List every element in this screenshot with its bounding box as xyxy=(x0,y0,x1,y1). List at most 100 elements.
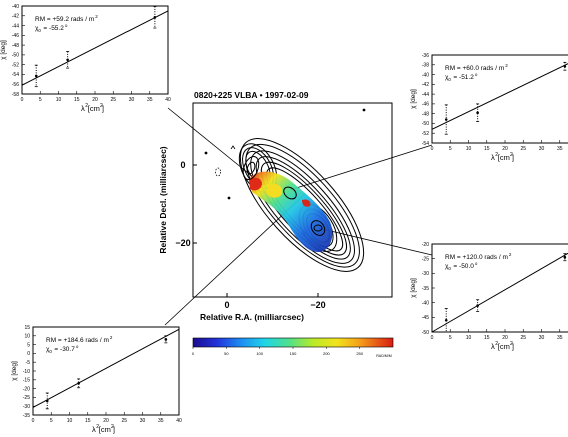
colorbar-tick-label: 0 xyxy=(192,351,195,356)
core-innermost xyxy=(246,161,256,175)
chi-zero-subscript: 0 xyxy=(49,349,52,354)
map-title: 0820+225 VLBA • 1997-02-09 xyxy=(194,90,309,100)
data-point xyxy=(34,74,38,78)
x-tick-label: 25 xyxy=(520,146,526,152)
y-tick-label: -35 xyxy=(23,413,30,419)
rm-red-edge xyxy=(302,199,311,207)
map-y-axis-label: Relative Decl. (milliarcsec) xyxy=(158,146,168,253)
y-axis-label: χ [deg] xyxy=(410,89,417,109)
rm-colour-distribution xyxy=(249,171,333,252)
chi-zero-symbol: χ xyxy=(445,263,449,270)
x-tick-label: 25 xyxy=(110,97,116,103)
contour-level-3 xyxy=(250,150,356,264)
y-tick-label: -50 xyxy=(422,330,429,336)
map-x-tick-label-0: 0 xyxy=(224,300,229,310)
chi-zero-symbol: χ xyxy=(35,25,39,32)
connector-lower-right xyxy=(317,227,433,256)
rm-value-exponent: 2 xyxy=(95,14,98,19)
x-tick-label: 20 xyxy=(92,97,98,103)
x-axis-label-unit-exponent: 2 xyxy=(510,152,513,158)
x-axis-label-unit: [cm ] xyxy=(498,342,514,351)
chi-zero-value: = -51.2 xyxy=(453,74,474,81)
x-axis-label-unit: [cm ] xyxy=(88,104,104,113)
speck-4 xyxy=(230,145,236,150)
fit-line xyxy=(21,10,169,86)
y-tick-label: -20 xyxy=(23,386,30,392)
fit-frame xyxy=(21,5,169,95)
chi-zero-degree: o xyxy=(475,261,478,266)
data-point xyxy=(476,304,479,307)
colorbar-tick-label: 100 xyxy=(256,351,263,356)
data-point xyxy=(476,111,479,114)
y-axis-label: χ [deg] xyxy=(410,278,417,298)
y-tick-label: -48 xyxy=(12,43,19,49)
x-tick-label: 35 xyxy=(557,146,563,152)
x-tick-label: 10 xyxy=(67,418,73,424)
chi-zero-value: = -55.2 xyxy=(43,25,64,32)
rm-yellow-patch xyxy=(266,183,283,198)
x-tick-label: 10 xyxy=(466,335,472,341)
rm-fit-panel-lower-right: 0510152025303540-50-45-40-35-30-25-20RM … xyxy=(410,242,568,351)
rm-fit-panel-lower-left: 0 5 10 15 20 25 30 35 40-35-30-25-20-15-10-50510… xyxy=(11,325,182,434)
x-tick-label: 30 xyxy=(539,335,545,341)
y-tick-label: -15 xyxy=(23,378,30,384)
y-tick-label: -50 xyxy=(12,53,19,59)
y-tick-label: -54 xyxy=(12,72,19,78)
x-axis-label-exponent: 2 xyxy=(495,152,498,158)
x-tick-label: 20 xyxy=(502,146,508,152)
data-point xyxy=(563,64,567,68)
y-tick-label: -25 xyxy=(23,395,30,401)
y-tick-label: -58 xyxy=(12,92,19,98)
rm-value-label: RM = +120.0 rads / m xyxy=(445,254,508,261)
rm-value-exponent: 2 xyxy=(509,252,512,257)
y-tick-label: -40 xyxy=(422,300,429,306)
x-axis-label-unit-exponent: 2 xyxy=(111,424,114,430)
y-tick-label: -46 xyxy=(12,33,19,39)
chi-zero-subscript: 0 xyxy=(448,77,451,82)
y-tick-label: -20 xyxy=(422,242,429,248)
connector-upper-right xyxy=(289,144,433,191)
y-tick-label: -45 xyxy=(422,315,429,321)
map-y-tick-label-m20: −20 xyxy=(175,238,190,248)
jet-knot-contours xyxy=(242,155,326,236)
y-tick-label: -42 xyxy=(12,14,19,20)
x-axis-label: λ xyxy=(81,104,85,113)
speck-2 xyxy=(362,108,366,112)
colorbar-tick-label: 150 xyxy=(290,351,297,356)
x-tick-label: 0 xyxy=(431,146,434,152)
map-axes xyxy=(193,164,319,297)
x-axis-label-exponent: 2 xyxy=(495,341,498,347)
map-y-tick-label-0: 0 xyxy=(180,160,185,170)
x-axis-label-unit: [cm ] xyxy=(99,425,115,434)
x-tick-label: 10 xyxy=(466,146,472,152)
rm-value-exponent: 2 xyxy=(110,335,113,340)
y-tick-label: -5 xyxy=(26,360,31,366)
chi-zero-value: = -30.7 xyxy=(54,346,75,353)
fit-frame xyxy=(32,326,180,416)
y-tick-label: -30 xyxy=(23,404,30,410)
fit-line xyxy=(431,63,568,130)
y-tick-label: 15 xyxy=(24,325,30,331)
y-tick-label: -54 xyxy=(422,141,429,147)
x-tick-label: 15 xyxy=(85,418,91,424)
x-tick-label: 10 xyxy=(56,97,62,103)
x-tick-label: 15 xyxy=(484,335,490,341)
x-tick-label: 25 xyxy=(121,418,127,424)
x-tick-label: 15 xyxy=(74,97,80,103)
x-axis-label: λ xyxy=(92,425,96,434)
x-axis-label-unit-exponent: 2 xyxy=(510,341,513,347)
y-tick-label: -25 xyxy=(422,256,429,262)
knot-inner-1 xyxy=(283,186,297,200)
colorbar-ticks: 0 50 100 150 200 250 xyxy=(192,347,364,356)
y-tick-label: -10 xyxy=(23,369,30,375)
rm-value-label: RM = +184.6 rads / m xyxy=(46,337,109,344)
x-tick-label: 40 xyxy=(165,97,171,103)
map-specks xyxy=(204,108,366,200)
x-tick-label: 30 xyxy=(140,418,146,424)
x-axis-label-unit: [cm ] xyxy=(498,153,514,162)
chi-zero-degree: o xyxy=(65,23,68,28)
x-tick-label: 30 xyxy=(539,146,545,152)
x-tick-label: 5 xyxy=(39,97,42,103)
y-tick-label: 10 xyxy=(24,334,30,340)
data-point xyxy=(66,58,69,62)
